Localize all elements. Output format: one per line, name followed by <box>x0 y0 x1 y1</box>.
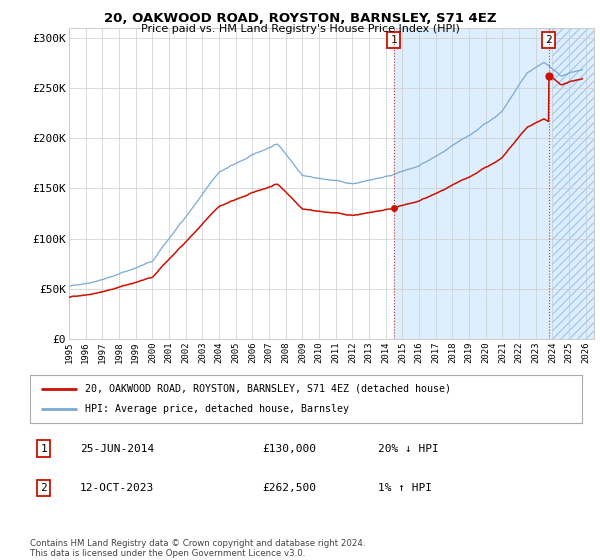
Text: HPI: Average price, detached house, Barnsley: HPI: Average price, detached house, Barn… <box>85 404 349 414</box>
Text: £262,500: £262,500 <box>262 483 316 493</box>
Text: 1: 1 <box>40 444 47 454</box>
Text: 20% ↓ HPI: 20% ↓ HPI <box>378 444 439 454</box>
Text: 2: 2 <box>545 35 552 45</box>
Text: 20, OAKWOOD ROAD, ROYSTON, BARNSLEY, S71 4EZ (detached house): 20, OAKWOOD ROAD, ROYSTON, BARNSLEY, S71… <box>85 384 451 394</box>
Text: £130,000: £130,000 <box>262 444 316 454</box>
Text: 25-JUN-2014: 25-JUN-2014 <box>80 444 154 454</box>
Bar <box>553 28 594 339</box>
Text: 1: 1 <box>390 35 397 45</box>
Text: 2: 2 <box>40 483 47 493</box>
Text: 20, OAKWOOD ROAD, ROYSTON, BARNSLEY, S71 4EZ: 20, OAKWOOD ROAD, ROYSTON, BARNSLEY, S71… <box>104 12 496 25</box>
Text: 12-OCT-2023: 12-OCT-2023 <box>80 483 154 493</box>
Text: 1% ↑ HPI: 1% ↑ HPI <box>378 483 432 493</box>
Bar <box>394 28 594 339</box>
Text: Contains HM Land Registry data © Crown copyright and database right 2024.
This d: Contains HM Land Registry data © Crown c… <box>30 539 365 558</box>
Text: Price paid vs. HM Land Registry's House Price Index (HPI): Price paid vs. HM Land Registry's House … <box>140 24 460 34</box>
